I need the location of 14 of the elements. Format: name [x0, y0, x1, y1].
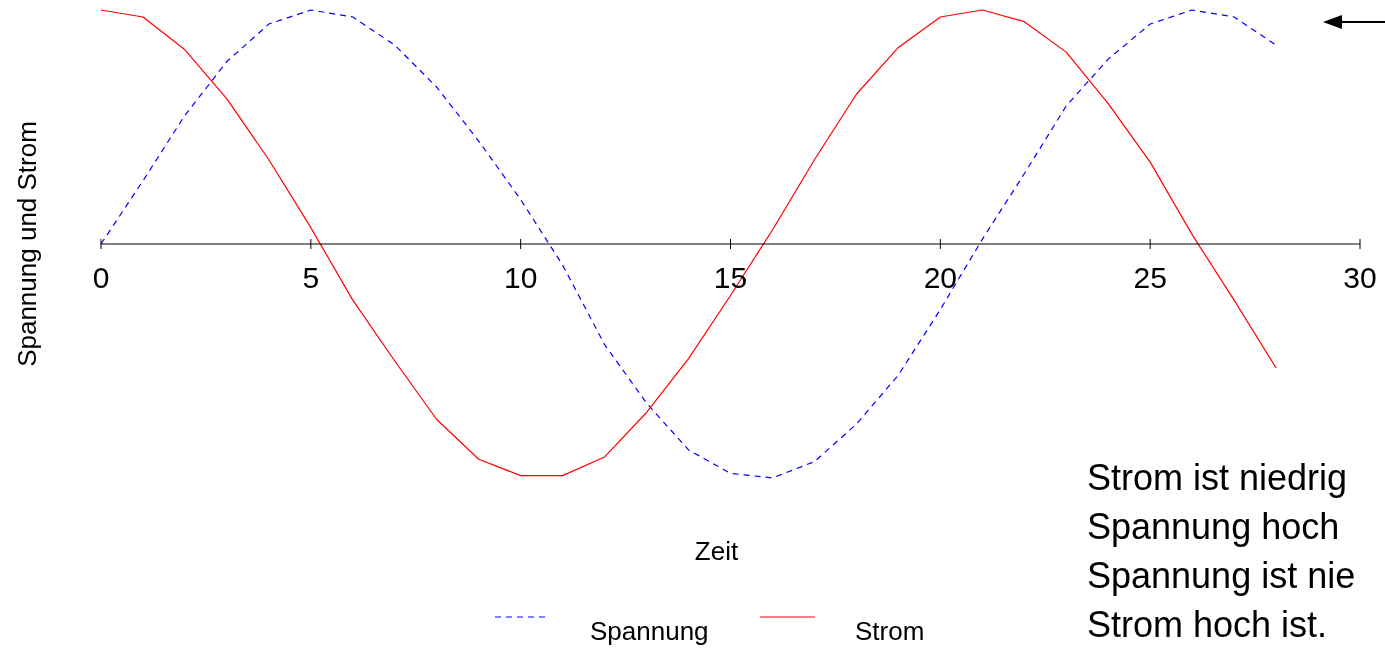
- x-tick-label: 10: [503, 261, 538, 294]
- text: Spannung ist nie: [1087, 555, 1356, 596]
- text: Strom hoch ist.: [1087, 604, 1328, 645]
- x-tick-label: 20: [923, 261, 958, 294]
- text: Spannung hoch: [1087, 506, 1340, 547]
- x-tick-label: 0: [92, 261, 110, 294]
- x-axis-title: Zeit: [694, 536, 739, 566]
- x-tick-label: 30: [1343, 261, 1377, 294]
- legend-label: Strom: [855, 616, 925, 646]
- annotation: Strom ist niedrig: [1087, 457, 1348, 498]
- x-tick-label: 5: [302, 261, 320, 294]
- legend-label: Spannung: [590, 616, 709, 646]
- x-tick-label: 25: [1133, 261, 1167, 294]
- y-axis-title: Spannung und Strom: [12, 121, 42, 367]
